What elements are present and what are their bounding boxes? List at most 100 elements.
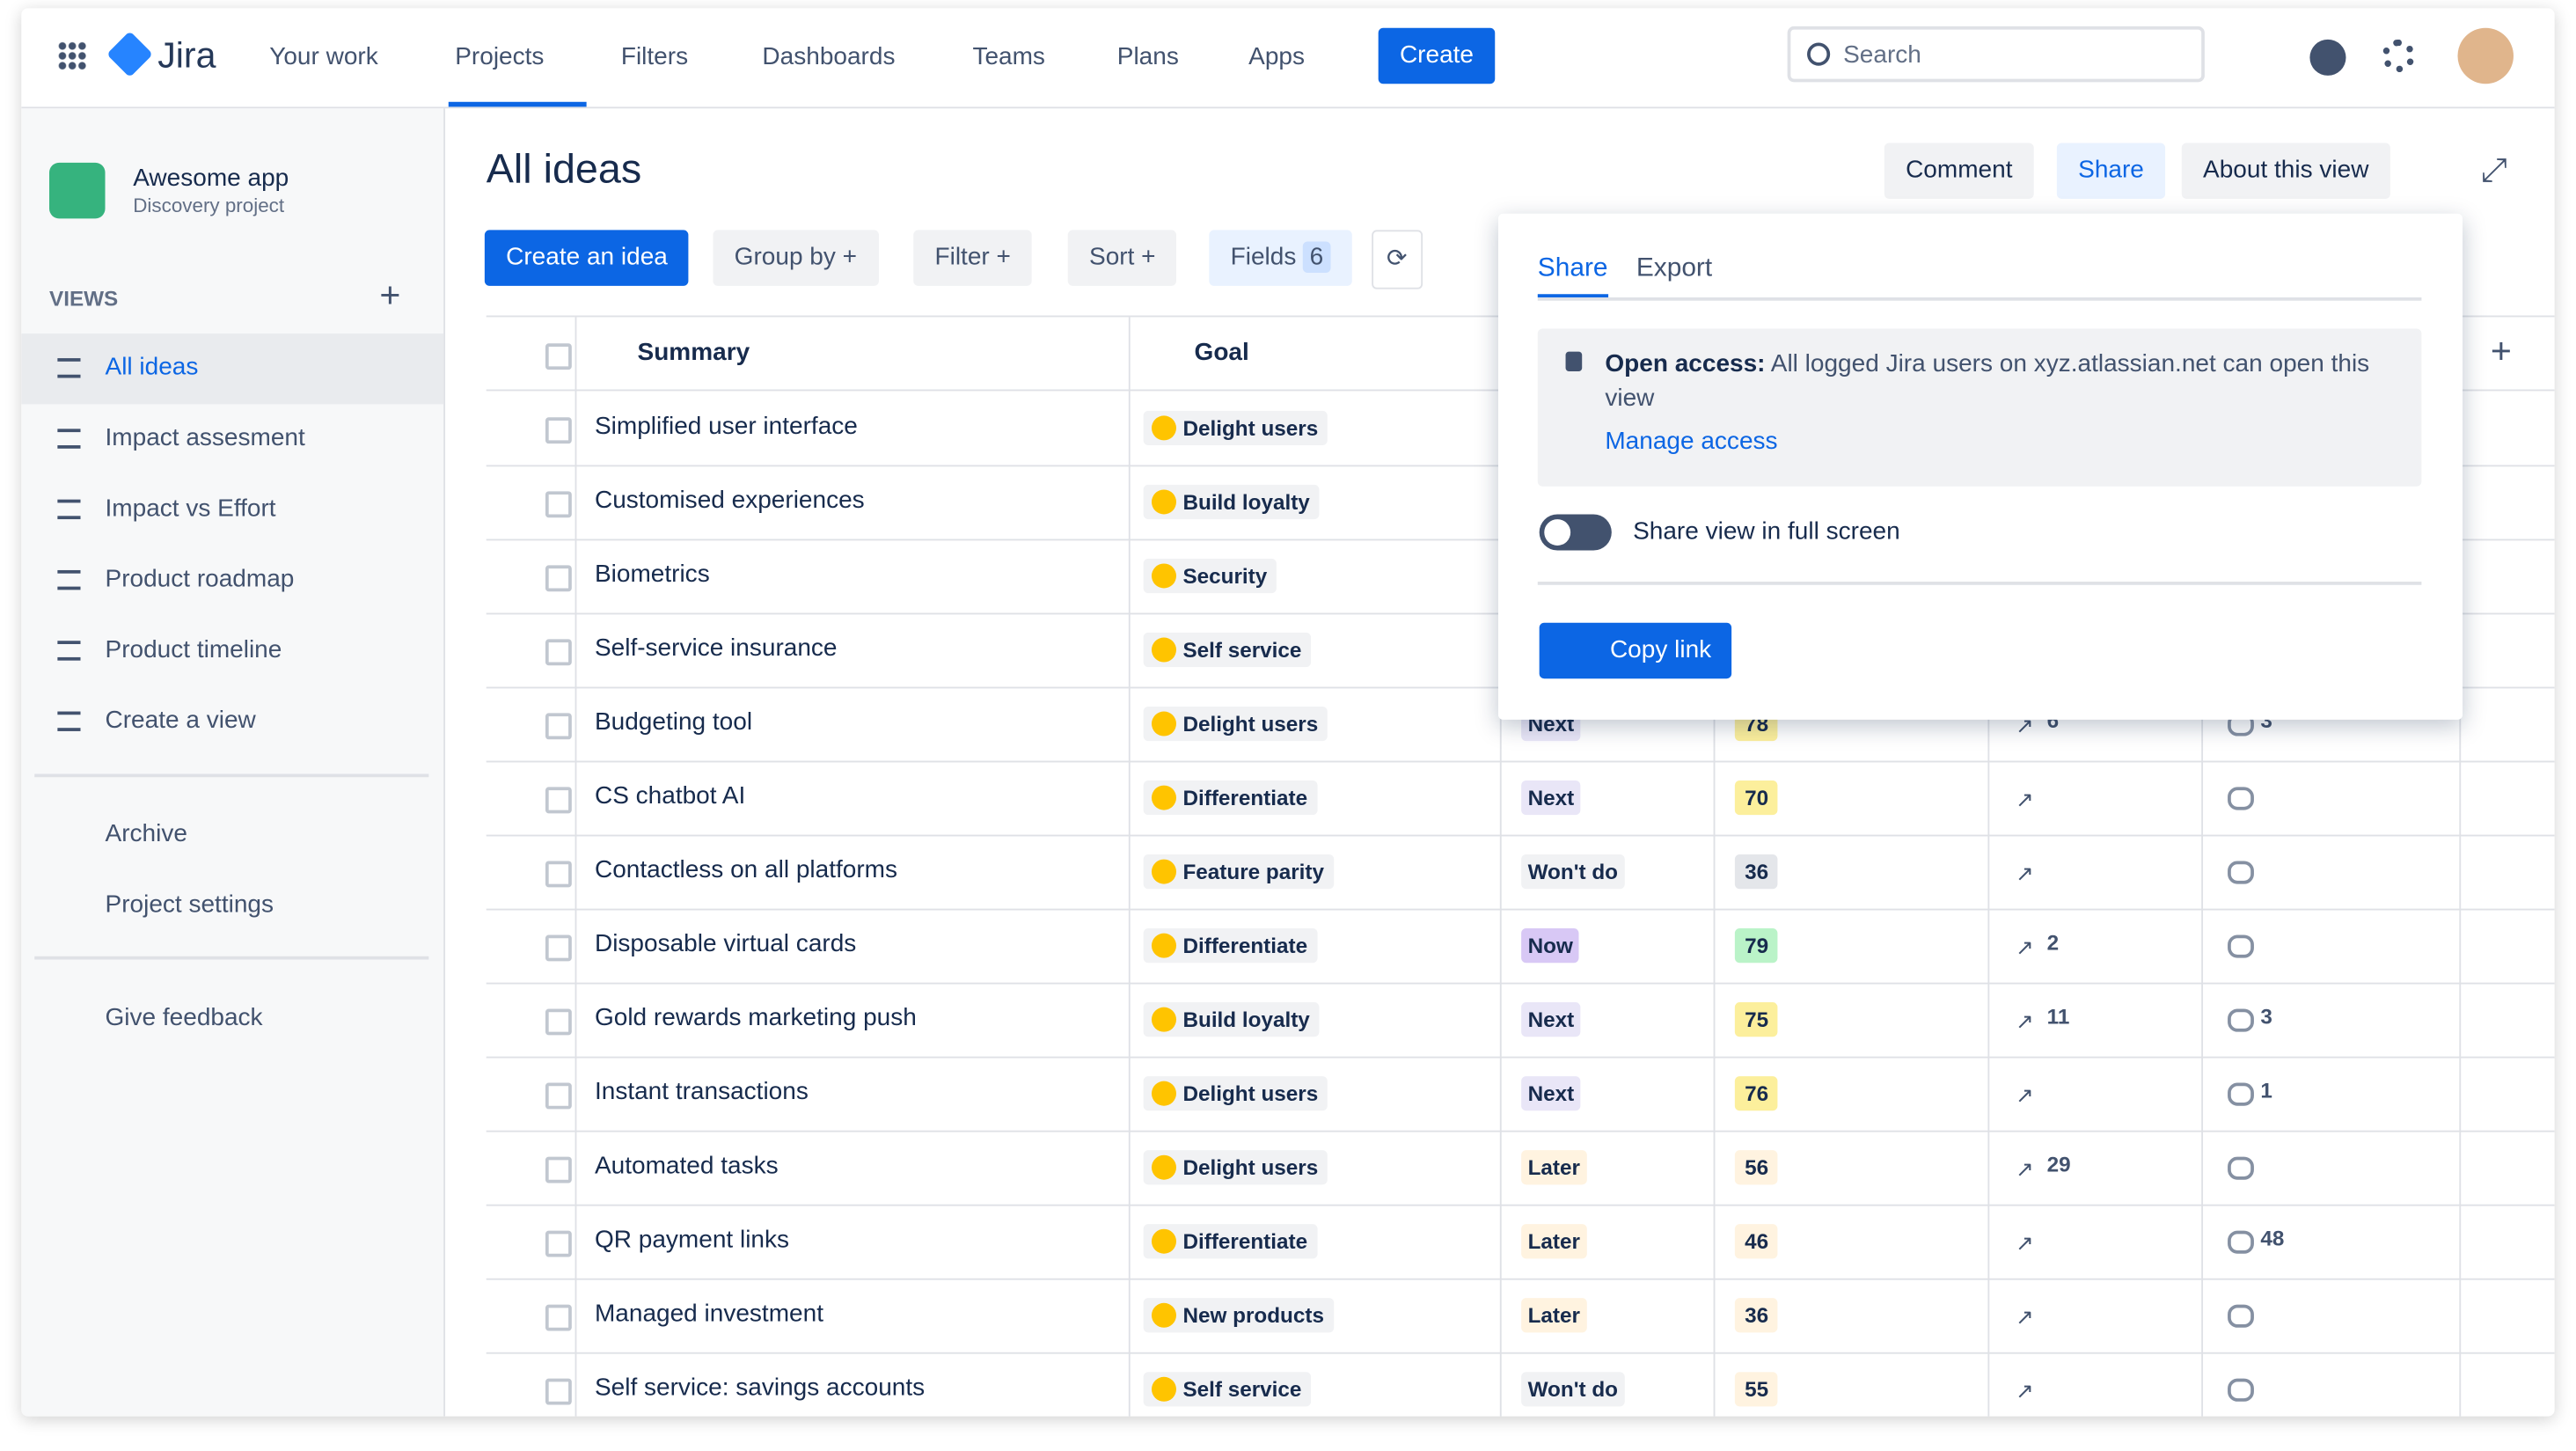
checkbox[interactable] [545, 1304, 572, 1331]
divider [34, 773, 429, 778]
project-type: Discovery project [133, 194, 285, 217]
toggle[interactable] [1539, 514, 1612, 551]
tab-share[interactable]: Share [1537, 254, 1608, 297]
view-item[interactable]: Impact assesment [105, 423, 305, 452]
create-idea[interactable]: Create an idea [484, 230, 690, 286]
nav-item[interactable]: Projects [455, 42, 545, 71]
table-row[interactable]: Disposable virtual cards Differentiate Now… [486, 909, 2555, 985]
filter[interactable]: Filter + [913, 230, 1033, 286]
checkbox[interactable] [545, 491, 572, 518]
column-header: Goal [1194, 338, 1249, 367]
tab-export[interactable]: Export [1636, 254, 1713, 283]
give-feedback[interactable]: Give feedback [105, 1003, 263, 1032]
status: Next [1521, 1002, 1581, 1037]
comment-icon[interactable] [2228, 861, 2254, 884]
checkbox[interactable] [545, 565, 572, 592]
help-icon[interactable] [2309, 39, 2346, 76]
goal-icon [1151, 859, 1176, 884]
checkbox[interactable] [545, 787, 572, 814]
nav-item[interactable]: Teams [972, 42, 1045, 71]
view-item[interactable]: Product timeline [105, 635, 282, 664]
search-box[interactable]: Search [1787, 26, 2205, 83]
checkbox[interactable] [545, 713, 572, 740]
view-action[interactable]: Comment [1884, 143, 2034, 199]
summary: Gold rewards marketing push [594, 1003, 917, 1032]
app-switcher[interactable] [57, 40, 87, 71]
goal: Self service [1143, 1372, 1312, 1407]
create-button[interactable]: Create [1378, 27, 1496, 84]
checkbox[interactable] [545, 1378, 572, 1405]
top-nav: Jira Create Search Your work Projects Filt… [21, 8, 2555, 109]
nav-item[interactable]: Dashboards [762, 42, 896, 71]
table-row[interactable]: Managed investment New products Later 36 ↗ [486, 1279, 2555, 1354]
checkbox[interactable] [545, 417, 572, 444]
comment-icon[interactable] [2228, 787, 2254, 810]
sort[interactable]: Sort + [1067, 230, 1177, 286]
settings-icon[interactable] [2382, 39, 2415, 73]
comment-icon[interactable] [2228, 1378, 2254, 1402]
views-label: VIEWS [49, 285, 119, 311]
view-icon [57, 569, 81, 590]
archive[interactable]: Archive [105, 819, 187, 848]
comment-icon[interactable] [2228, 1156, 2254, 1180]
checkbox[interactable] [545, 1156, 572, 1184]
view-item[interactable]: Impact vs Effort [105, 495, 276, 523]
group-by[interactable]: Group by + [713, 230, 879, 286]
toggle-label[interactable]: Share view in full screen [1633, 517, 1900, 546]
comment-icon[interactable] [2228, 1008, 2254, 1032]
comment-icon[interactable] [2228, 1304, 2254, 1328]
comment-icon[interactable] [2228, 1230, 2254, 1254]
product-name[interactable]: Jira [157, 34, 216, 76]
checkbox[interactable] [545, 1230, 572, 1257]
add-column[interactable]: + [2490, 330, 2512, 372]
comment-icon[interactable] [2228, 1082, 2254, 1106]
column-header: Summary [637, 338, 750, 367]
trend-count: 11 [2046, 1003, 2070, 1029]
project-name[interactable]: Awesome app [133, 164, 289, 193]
comment-count: 3 [2260, 1003, 2272, 1029]
goal: Feature parity [1143, 854, 1335, 890]
copy-link[interactable]: Copy link [1539, 622, 1731, 679]
checkbox[interactable] [545, 1082, 572, 1110]
manage-access[interactable]: Manage access [1605, 427, 1778, 456]
score: 79 [1734, 928, 1779, 964]
view-item[interactable]: Create a view [105, 706, 256, 735]
column-divider [2459, 317, 2462, 1417]
checkbox[interactable] [545, 861, 572, 888]
table-row[interactable]: QR payment links Differentiate Later 46 ↗ 48 [486, 1205, 2555, 1280]
project-settings[interactable]: Project settings [105, 890, 274, 919]
checkbox[interactable] [545, 1008, 572, 1036]
nav-item[interactable]: Filters [620, 42, 689, 71]
view-item[interactable]: All ideas [105, 353, 199, 382]
nav-item[interactable]: Plans [1116, 42, 1179, 71]
comment-icon[interactable] [2228, 934, 2254, 958]
nav-item[interactable]: Apps [1248, 42, 1306, 71]
table-row[interactable]: Self service: savings accounts Self servi… [487, 1352, 2555, 1417]
checkbox[interactable] [545, 934, 572, 962]
view-action[interactable]: About this view [2181, 143, 2390, 199]
view-item[interactable]: Product roadmap [105, 565, 295, 594]
avatar[interactable] [2457, 27, 2514, 84]
fields[interactable]: Fields 6 [1209, 230, 1351, 286]
checkbox[interactable] [545, 639, 572, 666]
trend-icon: ↗ [2016, 1304, 2034, 1330]
goal: Build loyalty [1143, 1002, 1320, 1037]
table-row[interactable]: Gold rewards marketing push Build loyalty… [486, 983, 2555, 1059]
nav-item[interactable]: Your work [269, 42, 378, 71]
jira-logo[interactable] [106, 31, 153, 78]
table-row[interactable]: Automated tasks Delight users Later 56 ↗ 29 [486, 1131, 2555, 1206]
checkbox[interactable] [545, 343, 572, 370]
table-row[interactable]: CS chatbot AI Differentiate Next 70 ↗ [486, 761, 2555, 837]
add-view[interactable]: + [379, 274, 401, 316]
table-row[interactable]: Contactless on all platforms Feature pari… [486, 835, 2555, 911]
column-divider [1987, 317, 1990, 1417]
sidebar: Awesome app Discovery project VIEWS + Ar… [21, 108, 446, 1417]
trend-icon: ↗ [2016, 861, 2034, 886]
fullscreen[interactable]: ⤢ [2480, 152, 2507, 189]
table-row[interactable]: Instant transactions Delight users Next 76 ↗… [486, 1057, 2555, 1132]
summary: Customised experiences [594, 486, 865, 515]
view-action[interactable]: Share [2056, 143, 2166, 199]
auto-sort[interactable]: ⟳ [1372, 230, 1423, 289]
